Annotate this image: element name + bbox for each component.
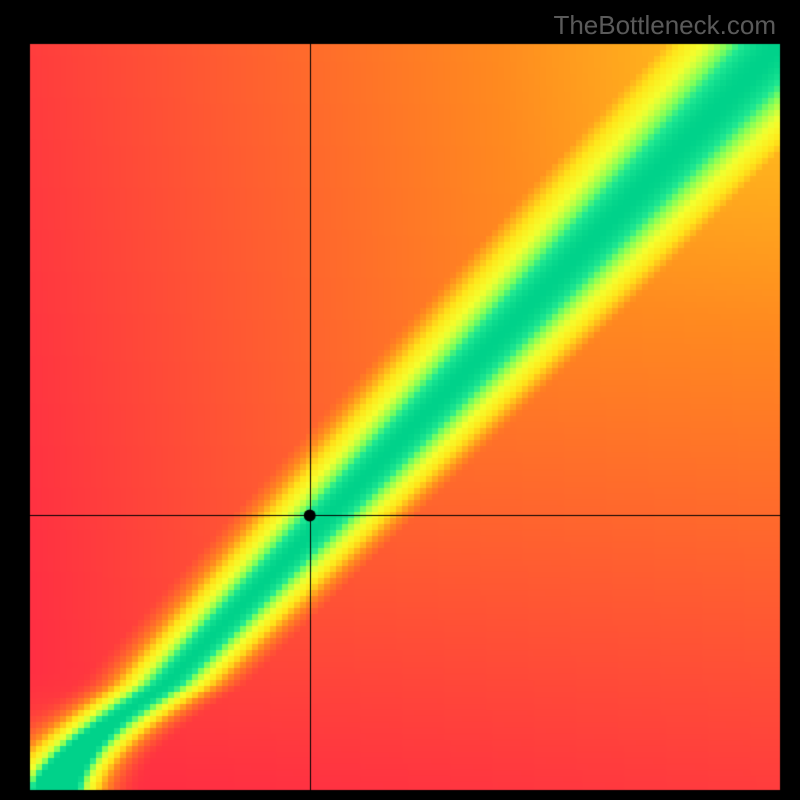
heatmap-canvas [0, 0, 800, 800]
bottleneck-heatmap-chart: TheBottleneck.com [0, 0, 800, 800]
watermark-text: TheBottleneck.com [553, 10, 776, 41]
